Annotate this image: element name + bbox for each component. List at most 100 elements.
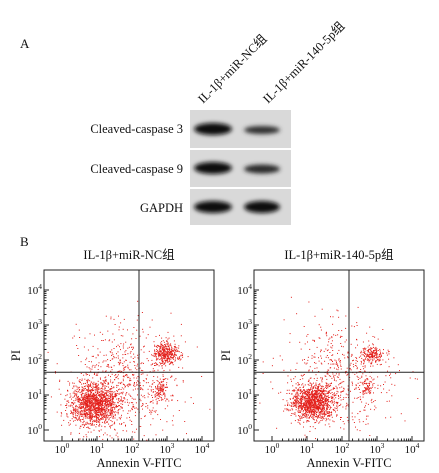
dot [107, 364, 109, 366]
dot [122, 401, 124, 403]
dot [134, 365, 136, 366]
dot [320, 395, 322, 397]
dot [107, 401, 109, 402]
dot [177, 359, 179, 360]
dot [100, 409, 102, 411]
dot [92, 405, 94, 407]
dot [327, 383, 329, 385]
dot [95, 404, 97, 406]
dot [367, 350, 369, 352]
dot [364, 379, 366, 381]
tick-label: 103 [370, 441, 385, 456]
dot [290, 398, 291, 400]
tick-label: 103 [160, 441, 175, 456]
dot [174, 347, 176, 349]
dot [110, 399, 112, 401]
dot [133, 361, 135, 363]
dot [340, 417, 342, 418]
dot [330, 346, 332, 348]
dot [378, 358, 380, 360]
dot [120, 343, 122, 345]
dot [87, 400, 88, 402]
dot [90, 403, 91, 404]
dot [355, 385, 357, 387]
dot [326, 393, 328, 394]
dot [316, 395, 318, 397]
dot [303, 417, 305, 418]
dot [83, 409, 85, 411]
dot [91, 394, 93, 396]
dot [325, 382, 327, 384]
dot [123, 343, 125, 345]
dot [357, 344, 358, 346]
dot [129, 379, 131, 381]
dot [305, 391, 307, 393]
dot [313, 414, 315, 416]
dot [363, 409, 365, 411]
dot [322, 397, 324, 399]
dot [333, 393, 335, 395]
dot [361, 375, 363, 377]
plot-title: IL-1β+miR-140-5p组 [284, 248, 393, 262]
dot [79, 410, 81, 412]
dot [301, 408, 303, 410]
dot [296, 396, 298, 398]
dot [140, 388, 141, 390]
tick-label: 102 [335, 441, 350, 456]
dot [372, 365, 374, 367]
dot [129, 410, 131, 412]
dot [70, 410, 72, 412]
dot [119, 423, 120, 425]
dot [358, 356, 360, 358]
dot [319, 407, 321, 409]
dot [74, 394, 75, 396]
dot [297, 397, 299, 399]
dot [111, 369, 113, 371]
dot [326, 378, 328, 380]
dot [359, 430, 361, 432]
dot [111, 385, 112, 387]
dot [100, 366, 102, 368]
dot [376, 356, 378, 358]
dot [168, 357, 170, 358]
dot [318, 390, 320, 392]
dot [118, 438, 120, 440]
dot [174, 345, 176, 347]
dot [308, 407, 310, 409]
dot [367, 355, 369, 357]
dot [333, 404, 335, 406]
dot [167, 398, 169, 400]
dot [75, 385, 77, 387]
dot [90, 409, 92, 411]
dot [328, 413, 330, 415]
dot [362, 396, 364, 398]
dot [322, 413, 324, 415]
dot [174, 349, 176, 350]
dot [137, 376, 139, 378]
dot [150, 424, 152, 426]
dot [395, 373, 397, 375]
dot [161, 337, 163, 339]
dot [307, 399, 309, 401]
dot [328, 338, 330, 340]
dot [98, 409, 100, 411]
dot [87, 396, 89, 398]
dot [104, 421, 106, 423]
dot [320, 397, 322, 399]
dot [115, 434, 117, 436]
dot [123, 376, 125, 378]
dot [162, 355, 164, 357]
dot [99, 394, 101, 396]
dot [75, 405, 77, 407]
dot [87, 409, 89, 411]
dot [84, 415, 86, 417]
dot [87, 402, 89, 404]
dot [101, 393, 103, 394]
dot [109, 435, 111, 437]
dot [333, 363, 335, 365]
dot [155, 356, 157, 358]
dot [330, 389, 332, 391]
dot [100, 403, 102, 405]
dot [262, 361, 264, 363]
dot [141, 388, 143, 390]
